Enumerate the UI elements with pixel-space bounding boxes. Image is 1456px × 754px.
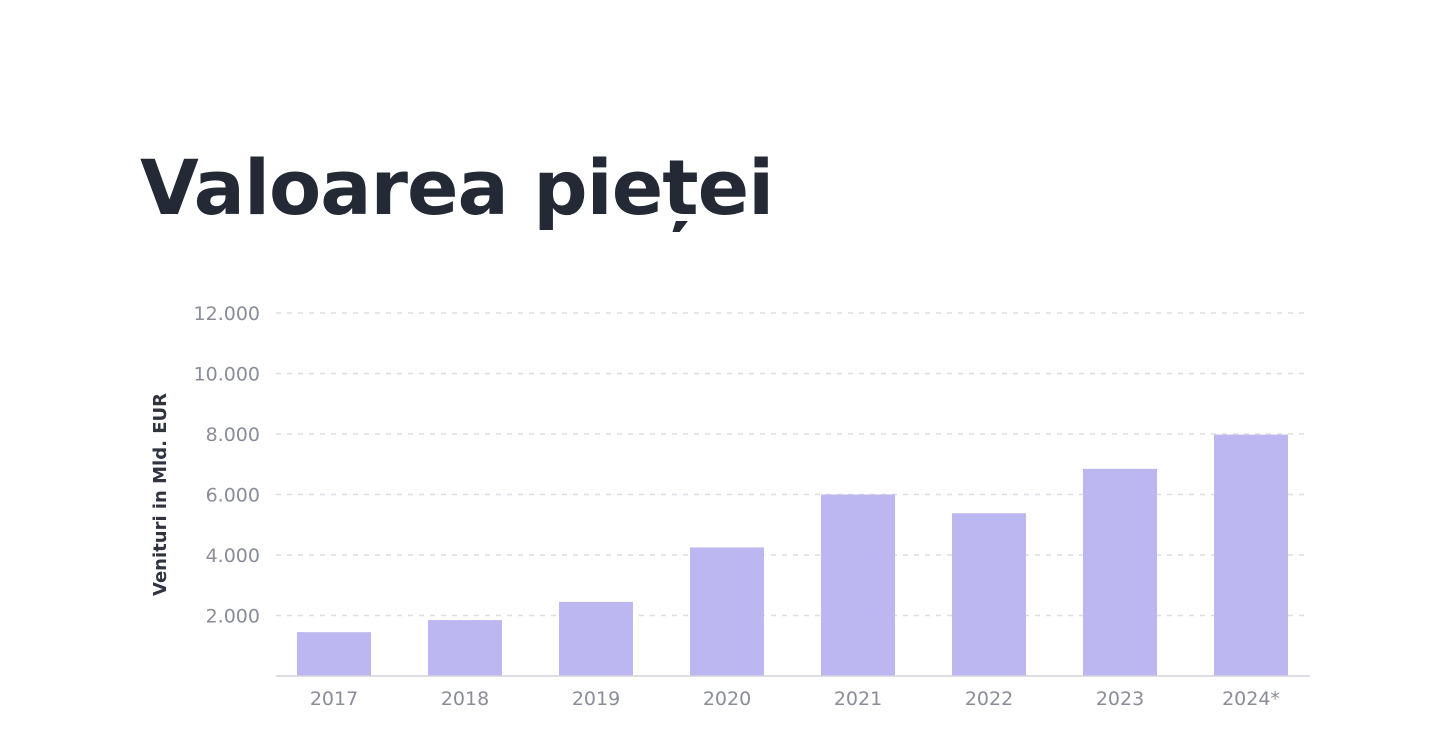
y-tick-label: 6.000 xyxy=(206,485,260,507)
x-tick-label: 2019 xyxy=(572,688,620,710)
bar-2020 xyxy=(690,547,764,676)
y-tick-label: 12.000 xyxy=(194,303,260,325)
x-tick-label: 2020 xyxy=(703,688,751,710)
x-tick-label: 2024* xyxy=(1222,688,1280,710)
y-tick-label: 2.000 xyxy=(206,606,260,628)
x-tick-label: 2018 xyxy=(441,688,489,710)
y-tick-label: 4.000 xyxy=(206,545,260,567)
page-title: Valoarea pieței xyxy=(140,143,774,232)
y-axis-label: Venituri in Mld. EUR xyxy=(150,393,171,596)
x-tick-label: 2017 xyxy=(310,688,358,710)
bar-2019 xyxy=(559,601,633,676)
y-tick-label: 8.000 xyxy=(206,424,260,446)
bars xyxy=(297,434,1288,676)
x-axis-ticks: 2017 2018 2019 2020 2021 2022 2023 2024* xyxy=(310,688,1280,710)
x-tick-label: 2021 xyxy=(834,688,882,710)
x-tick-label: 2022 xyxy=(965,688,1013,710)
y-tick-label: 10.000 xyxy=(194,364,260,386)
bar-2023 xyxy=(1083,468,1157,676)
bar-2022 xyxy=(952,513,1026,676)
bar-2021 xyxy=(821,494,895,676)
bar-2024 xyxy=(1214,434,1288,676)
bar-2018 xyxy=(428,620,502,676)
y-axis-ticks: 2.000 4.000 6.000 8.000 10.000 12.000 xyxy=(194,303,260,628)
x-tick-label: 2023 xyxy=(1096,688,1144,710)
bar-2017 xyxy=(297,632,371,676)
